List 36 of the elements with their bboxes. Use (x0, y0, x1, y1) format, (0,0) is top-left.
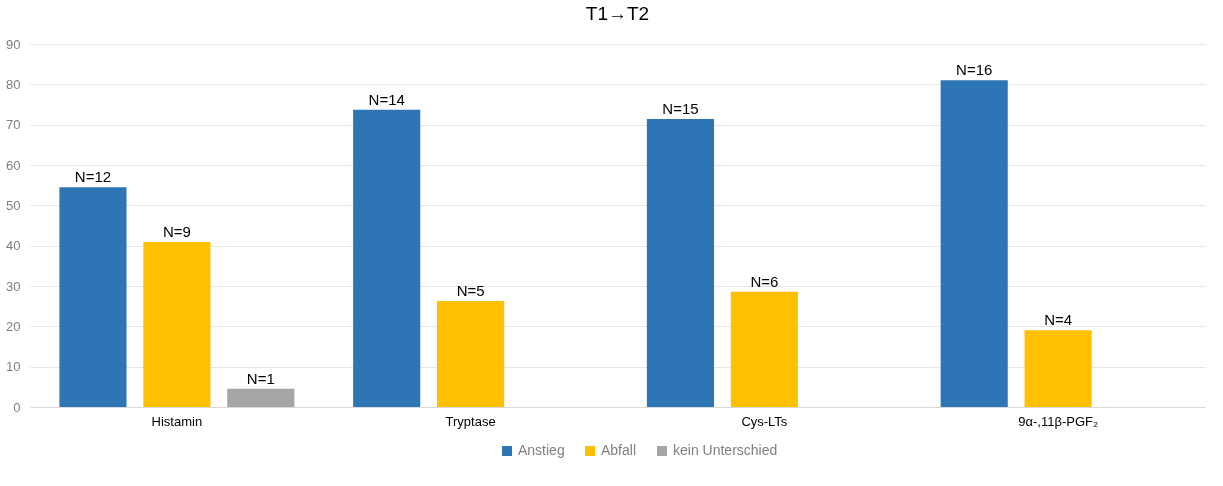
y-tick-label: 30 (6, 278, 21, 294)
annotation: N=12 (74, 168, 112, 186)
legend-label: Anstieg (518, 442, 565, 458)
annotation: N=15 (662, 100, 699, 118)
bar (1024, 330, 1092, 407)
legend-label: Abfall (601, 442, 637, 458)
bar (437, 300, 505, 407)
legend-label: kein Unterschied (673, 442, 778, 458)
y-tick-label: 10 (6, 359, 21, 375)
bar (143, 242, 211, 407)
y-tick-label: 50 (6, 197, 21, 213)
y-tick-label: 70 (6, 117, 21, 133)
annotation: N=16 (956, 61, 993, 79)
annotation: N=1 (246, 369, 275, 387)
x-tick-label: Cys-LTs (741, 413, 788, 429)
annotation: N=5 (456, 281, 485, 299)
bar (940, 80, 1008, 407)
y-tick-label: 60 (6, 157, 21, 173)
bar (59, 187, 127, 407)
x-tick-label: 9α-,11β-PGF₂ (1018, 413, 1099, 429)
x-tick-label: Tryptase (445, 413, 496, 429)
bar (227, 388, 295, 407)
x-tick-label: Histamin (151, 413, 203, 429)
bar (353, 109, 421, 407)
bar (646, 119, 715, 407)
bar (730, 291, 798, 407)
y-tick-label: 20 (6, 318, 21, 334)
y-tick-label: 90 (6, 36, 21, 52)
annotation: N=4 (1044, 311, 1073, 329)
annotation: N=9 (162, 223, 191, 241)
annotation: N=14 (368, 90, 405, 108)
annotation: N=6 (750, 272, 779, 290)
chart-title: T1→T2 (585, 3, 650, 24)
y-tick-label: 40 (6, 238, 21, 254)
y-tick-label: 0 (13, 399, 21, 415)
y-tick-label: 80 (6, 76, 21, 92)
